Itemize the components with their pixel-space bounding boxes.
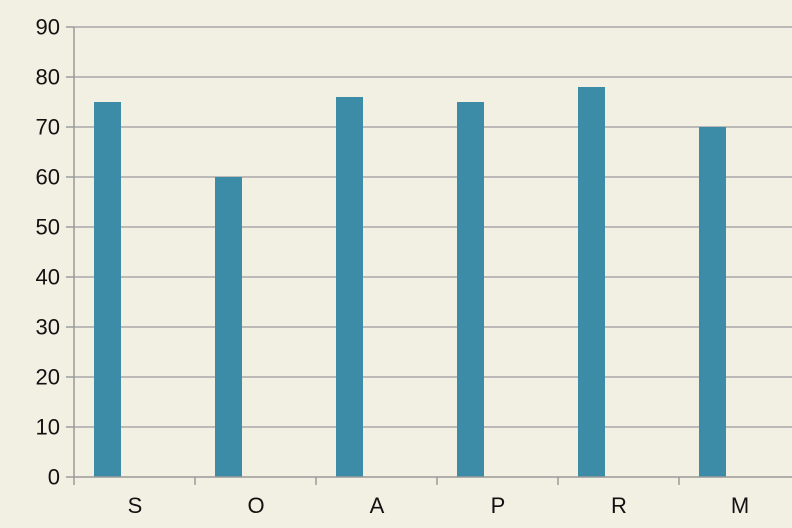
y-tick-label: 70: [36, 115, 60, 140]
x-tick-label: O: [247, 493, 264, 518]
x-tick-label: R: [611, 493, 627, 518]
y-tick-label: 10: [36, 415, 60, 440]
gridlines: [74, 26, 792, 428]
bar-a: [336, 97, 363, 477]
y-tick-label: 60: [36, 165, 60, 190]
bar-m: [699, 127, 726, 477]
y-tick-label: 90: [36, 15, 60, 40]
bar-s: [94, 102, 121, 477]
x-tick-label: P: [491, 493, 506, 518]
bar-r: [578, 87, 605, 477]
x-tick-label: M: [731, 493, 749, 518]
y-tick-label: 0: [48, 465, 60, 490]
bars: [94, 87, 726, 477]
y-tick-label: 40: [36, 265, 60, 290]
x-tick-label: S: [128, 493, 143, 518]
bar-o: [215, 177, 242, 477]
bar-p: [457, 102, 484, 477]
y-tick-label: 80: [36, 65, 60, 90]
y-tick-label: 30: [36, 315, 60, 340]
y-axis-tick-labels: 0 10 20 30 40 50 60 70 80 90: [36, 15, 60, 490]
y-tick-label: 20: [36, 365, 60, 390]
x-tick-label: A: [370, 493, 385, 518]
y-tick-label: 50: [36, 215, 60, 240]
axes: [66, 26, 792, 485]
